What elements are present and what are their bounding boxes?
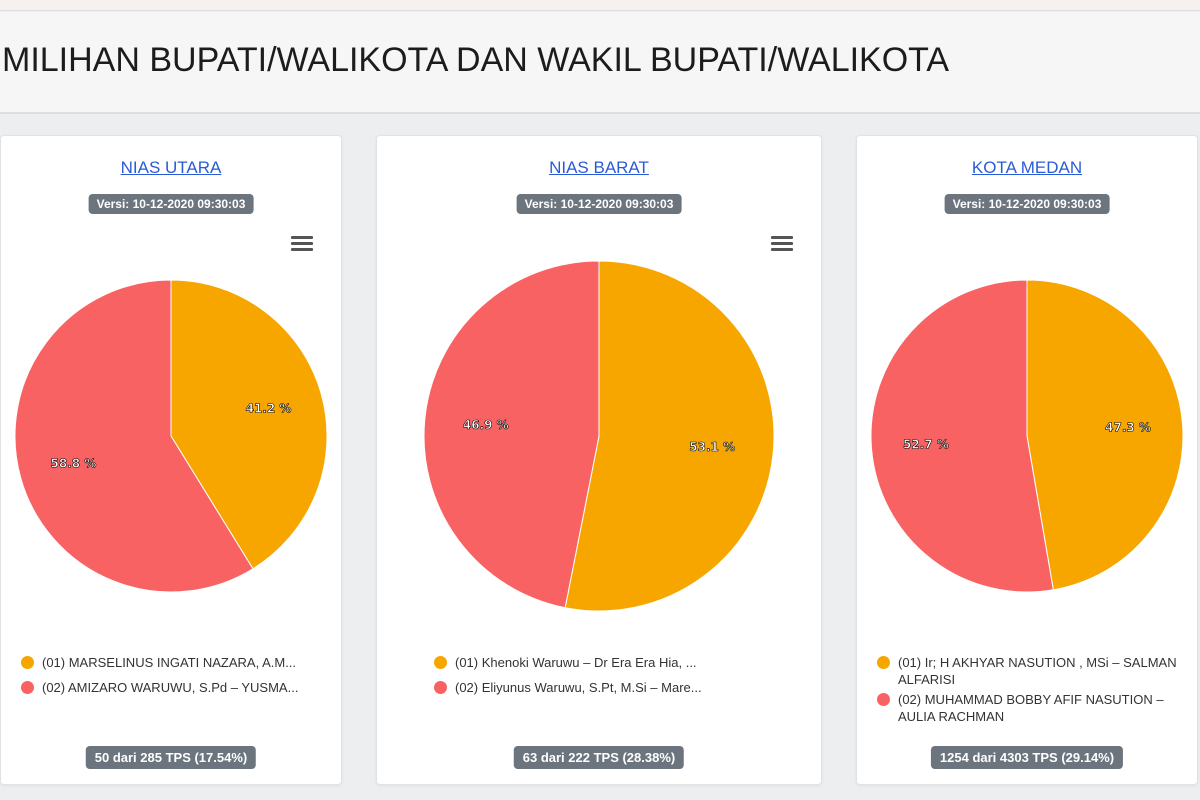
region-link[interactable]: NIAS BARAT: [549, 158, 649, 177]
legend-dot-icon: [21, 656, 34, 669]
legend-label: (02) AMIZARO WARUWU, S.Pd – YUSMA...: [42, 680, 299, 695]
legend-item[interactable]: (01) Ir; H AKHYAR NASUTION , MSi – SALMA…: [877, 654, 1185, 688]
slice-label: 52.7 %: [903, 438, 949, 452]
pie-slice[interactable]: [1026, 279, 1184, 591]
tps-progress-badge: 63 dari 222 TPS (28.38%): [513, 746, 685, 769]
pie-slice[interactable]: [170, 279, 328, 570]
region-link[interactable]: KOTA MEDAN: [971, 158, 1083, 177]
legend-dot-icon: [434, 681, 447, 694]
legend-label: (01) Ir; H AKHYAR NASUTION , MSi – SALMA…: [898, 655, 1177, 687]
pie-chart: 53.1 % 46.9 %: [423, 260, 775, 612]
version-badge: Versi: 10-12-2020 09:30:03: [516, 194, 682, 214]
pie-chart: 41.2 % 58.8 %: [14, 279, 328, 593]
page-title: MILIHAN BUPATI/WALIKOTA DAN WAKIL BUPATI…: [2, 41, 950, 79]
chart-legend: (01) MARSELINUS INGATI NAZARA, A.M... (02…: [21, 654, 329, 704]
legend-label: (02) MUHAMMAD BOBBY AFIF NASUTION – AULI…: [898, 692, 1164, 724]
legend-dot-icon: [877, 656, 890, 669]
legend-label: (01) MARSELINUS INGATI NAZARA, A.M...: [42, 655, 297, 670]
slice-label: 53.1 %: [689, 440, 735, 454]
version-badge: Versi: 10-12-2020 09:30:03: [944, 194, 1110, 214]
hamburger-menu-icon[interactable]: [771, 234, 793, 254]
legend-dot-icon: [877, 693, 890, 706]
pie-chart: 47.3 % 52.7 %: [870, 279, 1184, 593]
region-card: NIAS BARAT Versi: 10-12-2020 09:30:03 (0…: [376, 135, 822, 785]
legend-item[interactable]: (02) MUHAMMAD BOBBY AFIF NASUTION – AULI…: [877, 691, 1185, 725]
region-card: NIAS UTARA Versi: 10-12-2020 09:30:03 (0…: [0, 135, 342, 785]
pie-slice[interactable]: [870, 279, 1054, 593]
legend-label: (01) Khenoki Waruwu – Dr Era Era Hia, ..…: [455, 655, 697, 670]
legend-item[interactable]: (02) AMIZARO WARUWU, S.Pd – YUSMA...: [21, 679, 329, 701]
slice-label: 47.3 %: [1105, 420, 1151, 434]
slice-label: 41.2 %: [246, 401, 292, 415]
legend-item[interactable]: (01) Khenoki Waruwu – Dr Era Era Hia, ..…: [434, 654, 809, 676]
page-header: MILIHAN BUPATI/WALIKOTA DAN WAKIL BUPATI…: [0, 12, 1200, 114]
slice-label: 46.9 %: [463, 418, 509, 432]
legend-dot-icon: [434, 656, 447, 669]
top-border: [0, 0, 1200, 11]
legend-item[interactable]: (02) Eliyunus Waruwu, S.Pt, M.Si – Mare.…: [434, 679, 809, 701]
pie-slice[interactable]: [564, 260, 775, 612]
hamburger-menu-icon[interactable]: [291, 234, 313, 254]
chart-legend: (01) Ir; H AKHYAR NASUTION , MSi – SALMA…: [877, 654, 1185, 728]
tps-progress-badge: 50 dari 285 TPS (17.54%): [85, 746, 257, 769]
chart-legend: (01) Khenoki Waruwu – Dr Era Era Hia, ..…: [434, 654, 809, 704]
region-link[interactable]: NIAS UTARA: [120, 158, 222, 177]
region-card: KOTA MEDAN Versi: 10-12-2020 09:30:03 (0…: [856, 135, 1198, 785]
legend-dot-icon: [21, 681, 34, 694]
tps-progress-badge: 1254 dari 4303 TPS (29.14%): [930, 746, 1124, 769]
pie-slice[interactable]: [423, 260, 600, 609]
version-badge: Versi: 10-12-2020 09:30:03: [88, 194, 254, 214]
legend-label: (02) Eliyunus Waruwu, S.Pt, M.Si – Mare.…: [455, 680, 702, 695]
slice-label: 58.8 %: [51, 457, 97, 471]
pie-slice[interactable]: [14, 279, 254, 593]
legend-item[interactable]: (01) MARSELINUS INGATI NAZARA, A.M...: [21, 654, 329, 676]
